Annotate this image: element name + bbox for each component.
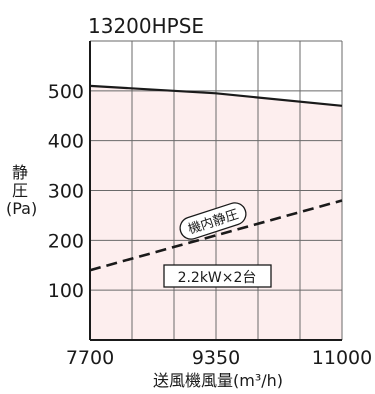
y-tick-label: 100 <box>48 280 84 302</box>
x-tick-label: 9350 <box>192 347 240 369</box>
annotation-box-rounded <box>179 202 247 240</box>
y-tick-label: 500 <box>48 81 84 103</box>
series-line-internal-static-pressure <box>89 199 343 272</box>
annotation-label-motor: 2.2kW×2台 <box>178 270 257 286</box>
y-tick-label: 400 <box>48 131 84 153</box>
chart-title: 13200HPSE <box>88 14 204 38</box>
y-axis-label-line-3: (Pa) <box>6 199 37 218</box>
annotation-box-square <box>163 264 272 288</box>
y-axis-label-line-2: 圧 <box>12 181 28 200</box>
x-tick-label: 11000 <box>312 347 372 369</box>
x-tick-labels: 7700 9350 11000 <box>66 347 372 369</box>
x-tick-label: 7700 <box>66 347 114 369</box>
y-axis-label-line-1: 静 <box>12 163 28 182</box>
annotation-motor: 2.2kW×2台 <box>163 264 272 288</box>
y-tick-label: 300 <box>48 181 84 203</box>
x-axis-label: 送風機風量(m³/h) <box>153 371 283 390</box>
grid <box>90 40 343 340</box>
y-tick-labels: 100 200 300 400 500 <box>48 81 84 302</box>
y-tick-label: 200 <box>48 230 84 252</box>
series-line-fan-curve <box>89 84 343 107</box>
